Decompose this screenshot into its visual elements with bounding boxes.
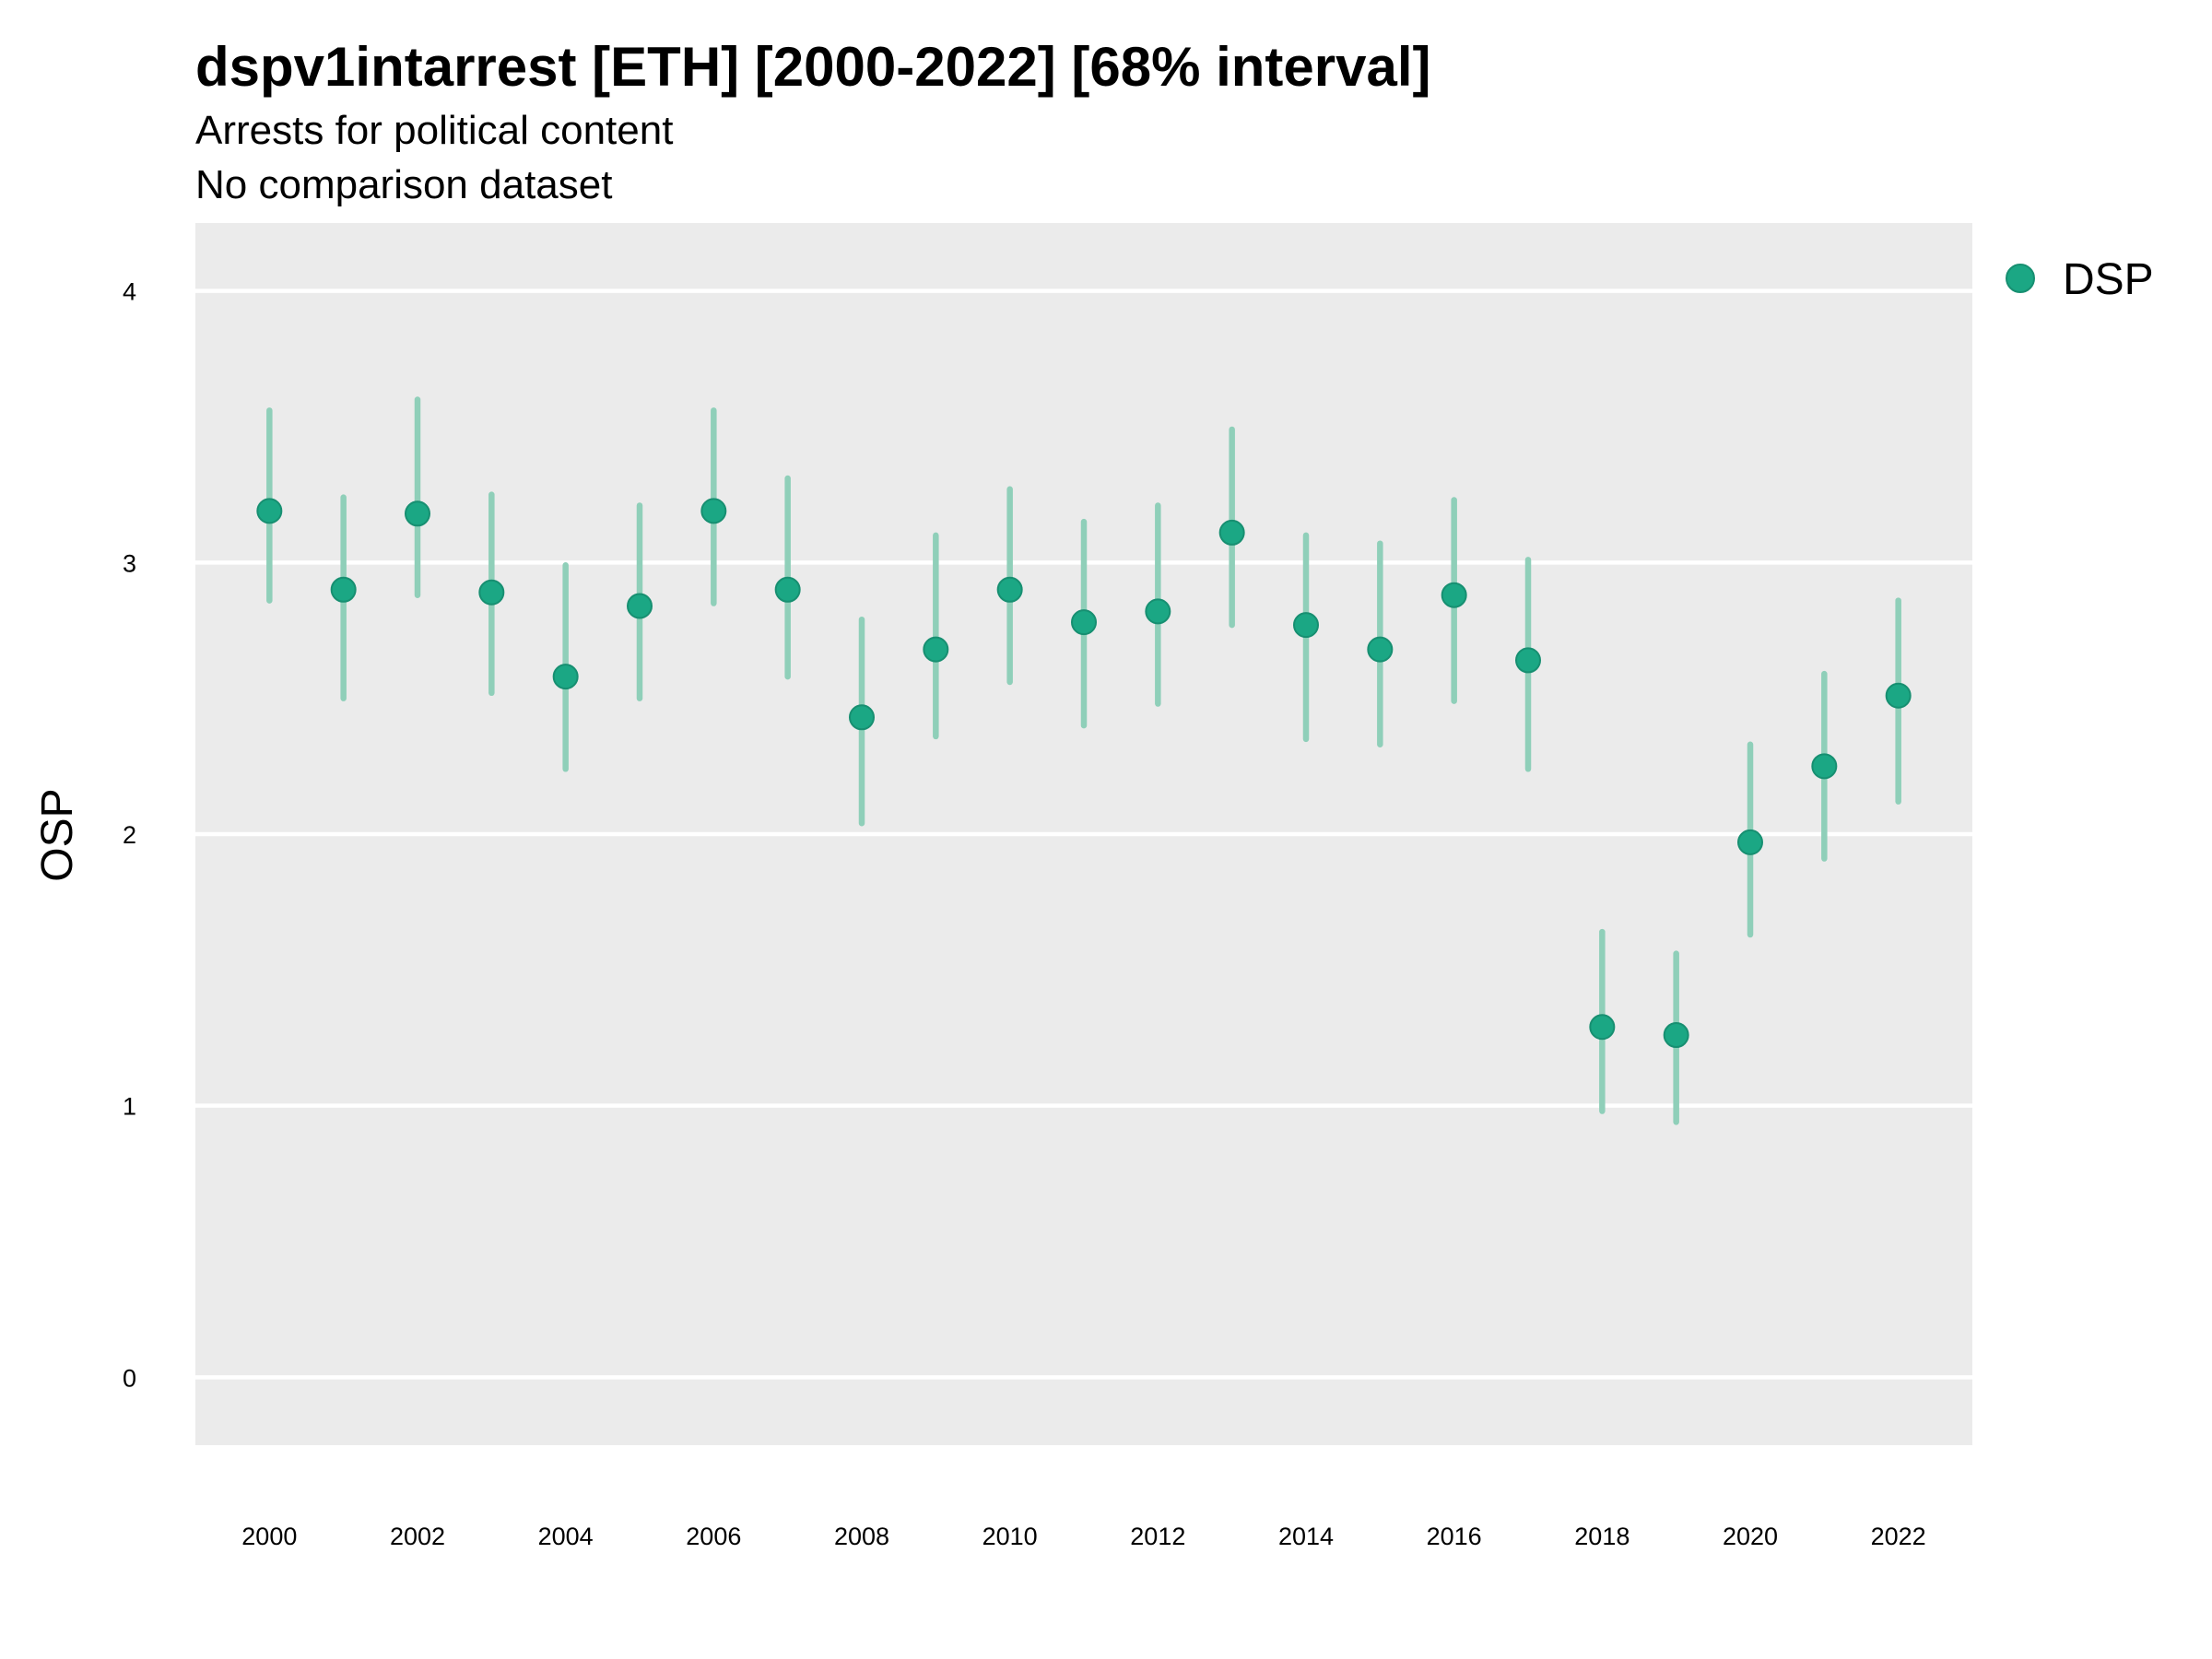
data-point [627,593,653,619]
data-point [1071,609,1097,636]
data-point [774,576,801,603]
y-axis-label: OSP [33,788,82,881]
data-point [923,636,949,663]
x-tick-label: 2002 [390,1523,445,1550]
y-axis-tick-labels: 0 1 2 3 4 [123,278,136,1393]
x-tick-label: 2010 [982,1523,1038,1550]
data-points [256,498,1912,1049]
data-point [996,576,1023,603]
data-point [1885,682,1912,709]
data-point [1663,1022,1689,1049]
data-point [1737,829,1763,855]
chart-subtitle-line-1: Arrests for political content [195,108,673,153]
data-point [1811,753,1838,780]
x-tick-label: 2016 [1427,1523,1482,1550]
data-point [330,576,357,603]
data-point [1145,598,1171,625]
data-point [1589,1014,1616,1041]
x-tick-label: 2000 [241,1523,297,1550]
y-tick-label: 4 [123,278,136,306]
x-tick-label: 2018 [1574,1523,1630,1550]
x-tick-label: 2004 [538,1523,594,1550]
x-tick-label: 2014 [1278,1523,1334,1550]
y-tick-label: 3 [123,549,136,577]
data-point [1218,519,1245,546]
legend-label-dsp: DSP [2063,255,2154,304]
data-point [1515,647,1541,674]
y-tick-label: 2 [123,821,136,849]
y-tick-label: 0 [123,1364,136,1392]
legend: DSP [2006,255,2154,304]
x-tick-label: 2008 [834,1523,889,1550]
x-tick-label: 2006 [686,1523,741,1550]
data-point [1293,612,1319,639]
x-tick-label: 2022 [1871,1523,1926,1550]
data-point [478,579,505,606]
data-point [1367,636,1394,663]
data-point [552,664,579,690]
data-point [256,498,283,524]
x-tick-label: 2012 [1130,1523,1185,1550]
y-tick-label: 1 [123,1093,136,1121]
chart-title: dspv1intarrest [ETH] [2000-2022] [68% in… [195,36,1431,98]
x-tick-label: 2020 [1723,1523,1778,1550]
chart-subtitle-line-2: No comparison dataset [195,162,612,207]
legend-marker-dsp [2006,264,2035,293]
data-point [700,498,727,524]
x-axis-tick-labels: 2000 2002 2004 2006 2008 2010 2012 2014 2016 2018… [241,1523,1925,1550]
data-point [405,500,430,527]
data-point [1441,582,1467,608]
data-point [849,704,875,731]
